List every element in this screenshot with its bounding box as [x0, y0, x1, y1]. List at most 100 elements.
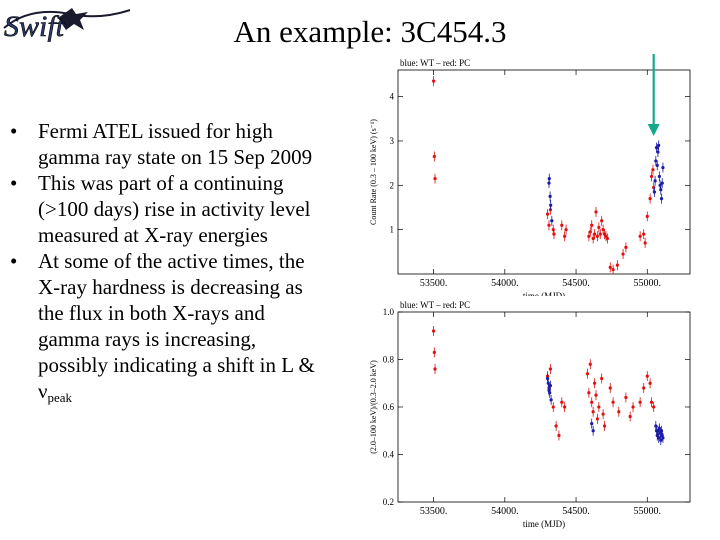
data-point [631, 405, 635, 409]
plot-frame [397, 311, 691, 503]
data-point [588, 230, 592, 234]
data-point [595, 417, 600, 421]
x-tick-label: 53500. [420, 506, 448, 517]
data-point [432, 350, 436, 354]
data-point [549, 203, 553, 207]
data-point [621, 252, 625, 256]
data-point [648, 197, 652, 201]
data-point [598, 232, 602, 236]
bullet-dot-icon: • [10, 171, 18, 195]
data-point [658, 431, 662, 435]
data-point [549, 398, 553, 402]
data-point [654, 424, 658, 428]
data-point [600, 376, 604, 381]
data-point [588, 362, 592, 366]
data-point [659, 197, 664, 201]
data-point [563, 405, 567, 409]
data-point [560, 223, 564, 227]
data-point [656, 429, 660, 433]
data-point [432, 329, 436, 333]
y-tick-label: 1 [390, 225, 395, 235]
data-point [601, 228, 605, 232]
data-point [548, 367, 553, 371]
bullet-item: • This was part of a continuing (>100 day… [10, 170, 330, 248]
x-tick-label: 55000. [634, 506, 662, 517]
y-tick-label: 0.8 [383, 355, 395, 365]
data-point [653, 179, 657, 183]
data-point [548, 194, 552, 198]
data-point [551, 228, 555, 232]
hardness-ratio-plot: blue: WT – red: PC time (MJD) (2.0–100 keV… [369, 300, 691, 529]
data-point [628, 414, 632, 419]
data-point [654, 159, 658, 163]
data-point [611, 267, 615, 272]
x-tick-label: 55000. [634, 278, 662, 289]
data-point [645, 214, 649, 218]
y-tick-label: 1.0 [383, 307, 395, 317]
x-tick-label: 54500. [562, 278, 590, 289]
data-point [545, 212, 550, 216]
data-point [642, 386, 646, 390]
plot-title: blue: WT – red: PC [400, 58, 470, 68]
data-point [595, 234, 600, 238]
data-point [656, 150, 660, 154]
data-point [638, 234, 642, 238]
data-point [587, 391, 591, 395]
data-point [643, 241, 647, 245]
data-point [661, 436, 665, 440]
plot-frame [397, 69, 691, 275]
data-point [649, 174, 654, 179]
count-rate-plot: blue: WT – red: PC time (MJD) Count Rate (… [369, 54, 691, 296]
y-tick-label: 0.4 [383, 450, 395, 460]
data-point [545, 376, 550, 381]
data-point [659, 438, 663, 442]
y-tick-label: 0.6 [383, 402, 395, 412]
data-point [557, 433, 561, 438]
data-point [591, 410, 595, 414]
data-point [432, 79, 436, 83]
data-point [608, 386, 612, 390]
data-point [548, 391, 552, 395]
data-point [597, 225, 601, 230]
peak-subscript: peak [47, 390, 73, 405]
nu-symbol: ν [38, 379, 48, 403]
bullet-item: • At some of the active times, the X-ray … [10, 248, 330, 411]
data-point [597, 405, 601, 409]
data-point [433, 177, 437, 181]
data-point [651, 168, 655, 172]
data-point [615, 263, 619, 267]
data-point [585, 372, 590, 376]
x-tick-label: 53500. [420, 278, 448, 289]
data-point [654, 146, 659, 150]
data-point [601, 412, 605, 416]
page-title: An example: 3C454.3 [233, 14, 507, 49]
data-point [649, 400, 654, 404]
data-point [594, 393, 598, 397]
data-point [642, 232, 646, 236]
data-point [638, 400, 642, 404]
data-point [550, 219, 554, 223]
data-point [594, 210, 598, 214]
data-point [590, 422, 594, 426]
data-point [611, 400, 615, 404]
x-tick-label: 54500. [562, 506, 590, 517]
plot-title: blue: WT – red: PC [400, 300, 470, 310]
bullet-text: This was part of a continuing (>100 days… [38, 171, 311, 247]
y-tick-label: 4 [390, 92, 395, 102]
y-tick-label: 3 [390, 136, 395, 146]
data-point [661, 165, 665, 170]
y-axis-label: Count Rate (0.3 – 100 keV) (s⁻¹) [369, 119, 378, 225]
data-point [590, 400, 594, 404]
data-point [564, 228, 568, 232]
data-point [659, 429, 664, 433]
data-point [617, 410, 621, 414]
data-point [587, 234, 591, 238]
data-point [648, 381, 652, 385]
data-point [657, 426, 661, 430]
data-point [592, 232, 597, 236]
data-point [560, 400, 564, 404]
data-point [590, 223, 594, 227]
data-point [563, 234, 567, 238]
bullet-dot-icon: • [10, 249, 18, 273]
data-point [655, 163, 659, 167]
